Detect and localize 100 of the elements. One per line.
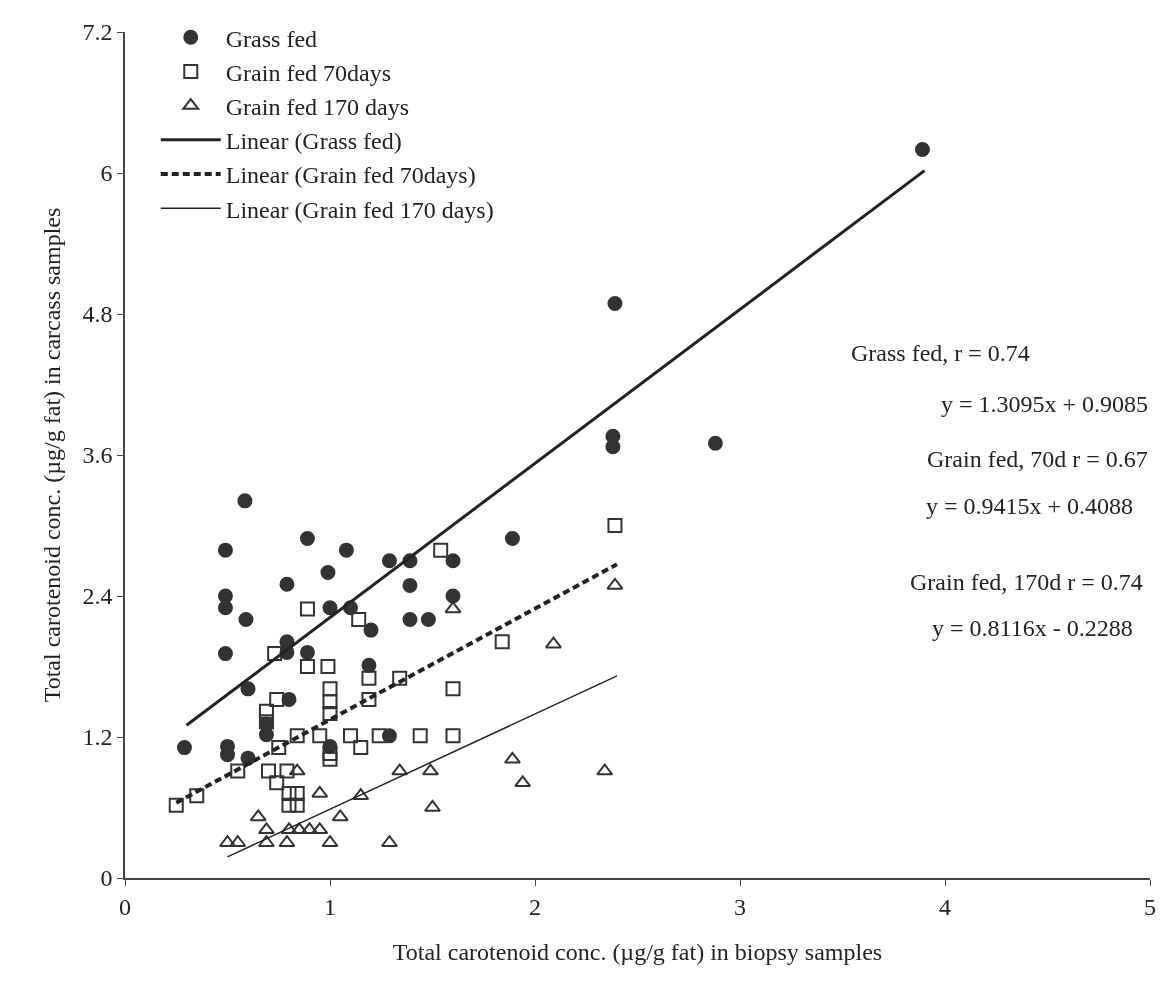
x-tick-label: 1	[324, 893, 336, 920]
point	[605, 439, 621, 455]
point	[338, 542, 354, 558]
point	[257, 822, 275, 835]
point	[237, 493, 253, 509]
point	[606, 577, 624, 590]
y-tick-label: 1.2	[82, 724, 113, 751]
y-tick-label: 0	[100, 865, 113, 892]
point	[320, 659, 336, 674]
point	[351, 612, 367, 627]
point	[281, 797, 297, 813]
x-tick-label: 4	[939, 893, 951, 920]
point	[596, 763, 614, 776]
point	[267, 646, 283, 662]
legend-label: Grain fed 170 days	[225, 93, 410, 120]
point	[299, 644, 315, 660]
point	[217, 646, 233, 662]
point	[421, 763, 439, 776]
point	[433, 542, 449, 558]
point	[322, 694, 338, 710]
point	[271, 740, 287, 756]
point	[322, 681, 338, 697]
y-tick-label: 7.2	[82, 19, 113, 46]
point	[707, 435, 723, 451]
point	[371, 728, 387, 744]
point	[445, 553, 461, 569]
point	[269, 775, 285, 791]
point	[494, 634, 510, 650]
point	[381, 553, 397, 569]
point	[258, 703, 274, 719]
point	[289, 728, 305, 744]
point	[176, 740, 192, 756]
annotation: y = 1.3095x + 0.9085	[941, 391, 1149, 417]
point	[320, 565, 336, 580]
x-tick-label: 5	[1144, 893, 1156, 920]
point	[322, 706, 338, 721]
point	[361, 670, 377, 686]
point	[361, 691, 377, 707]
point	[444, 601, 462, 614]
point	[914, 142, 930, 157]
point	[269, 691, 285, 707]
point	[544, 636, 562, 649]
x-tick-label: 0	[119, 893, 131, 920]
y-tick-label: 6	[100, 160, 113, 187]
point	[217, 600, 233, 616]
point	[322, 751, 338, 767]
point	[514, 775, 532, 788]
annotation: y = 0.9415x + 0.4088	[926, 493, 1134, 519]
point	[361, 657, 377, 673]
legend-label: Grass fed	[225, 25, 318, 52]
point	[299, 659, 315, 674]
point	[363, 622, 379, 638]
point	[311, 785, 329, 798]
annotation: Grain fed, 70d r = 0.67	[927, 446, 1148, 472]
point	[312, 728, 328, 744]
point	[445, 588, 461, 604]
y-tick-label: 2.4	[82, 583, 113, 610]
legend-label: Linear (Grass fed)	[225, 128, 402, 155]
point	[299, 530, 315, 546]
y-tick-label: 3.6	[82, 442, 113, 469]
point	[290, 822, 308, 835]
point	[392, 670, 408, 686]
y-axis-title: Total carotenoid conc. (µg/g fat) in carcass samples	[39, 207, 66, 703]
point	[279, 763, 295, 779]
point	[258, 727, 274, 743]
point	[322, 600, 338, 616]
point	[402, 577, 418, 593]
point	[607, 295, 623, 311]
point	[240, 681, 256, 697]
point	[168, 797, 184, 813]
point	[311, 822, 329, 835]
point	[503, 751, 521, 764]
point	[299, 601, 315, 617]
x-axis-title: Total carotenoid conc. (µg/g fat) in biopsy samples	[392, 939, 883, 966]
x-tick-label: 2	[529, 893, 541, 920]
point	[261, 763, 276, 779]
x-tick-label: 3	[734, 893, 746, 920]
point	[343, 728, 358, 744]
point	[353, 740, 369, 756]
point	[280, 822, 298, 835]
point	[445, 728, 461, 744]
point	[402, 612, 418, 627]
annotation: Grass fed, r = 0.74	[851, 340, 1030, 366]
point	[504, 530, 520, 546]
point	[238, 612, 254, 627]
point	[189, 788, 205, 804]
point	[249, 809, 267, 822]
point	[331, 809, 349, 822]
point	[420, 612, 436, 627]
point	[607, 518, 623, 533]
point	[289, 797, 305, 813]
point	[281, 785, 297, 801]
y-tick-label: 4.8	[82, 301, 113, 328]
point	[289, 785, 305, 801]
point	[230, 763, 246, 779]
legend-label: Linear (Grain fed 70days)	[225, 162, 476, 189]
point	[391, 763, 409, 776]
point	[412, 728, 428, 744]
annotation: Grain fed, 170d r = 0.74	[910, 569, 1143, 595]
point	[279, 576, 295, 592]
